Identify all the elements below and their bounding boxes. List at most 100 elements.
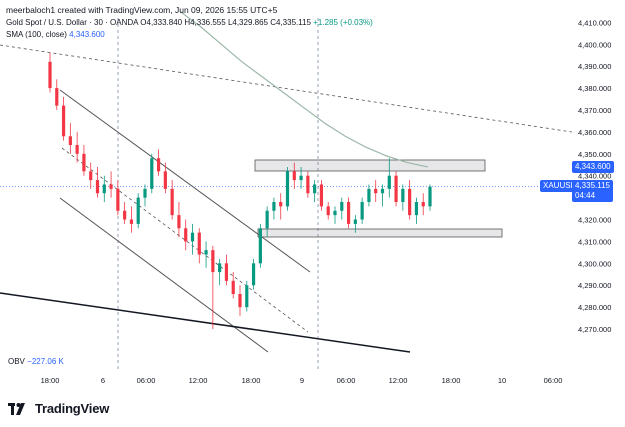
y-tick-label: 4,400.000 (578, 40, 611, 49)
candle-body[interactable] (109, 184, 113, 189)
tradingview-logo-icon (8, 402, 25, 415)
candle-body[interactable] (421, 202, 425, 207)
high-value: H4,336.555 (184, 18, 226, 27)
candle-body[interactable] (265, 210, 269, 229)
x-tick-label: 06:00 (544, 376, 563, 385)
resistance-zone[interactable] (254, 159, 486, 172)
candle-body[interactable] (394, 175, 398, 202)
time-axis: 18:00 6 06:00 12:00 18:00 9 06:00 12:00 18:00 10 0… (41, 376, 563, 385)
candle-body[interactable] (238, 294, 242, 308)
x-tick-label: 12:00 (189, 376, 208, 385)
candle-body[interactable] (414, 202, 419, 216)
upper-dashed-trendline[interactable] (0, 44, 573, 133)
candle-body[interactable] (218, 263, 222, 273)
y-tick-label: 4,390.000 (578, 62, 611, 71)
symbol-name[interactable]: Gold Spot / U.S. Dollar · 30 · OANDA (6, 18, 139, 27)
candle-body[interactable] (374, 188, 378, 194)
candle-body[interactable] (190, 232, 195, 242)
support-trendline[interactable] (0, 292, 411, 353)
channel-upper-line[interactable] (59, 89, 311, 273)
candle-body[interactable] (258, 228, 262, 264)
candle-body[interactable] (129, 219, 134, 224)
x-tick-label: 06:00 (137, 376, 156, 385)
candle-body[interactable] (55, 88, 59, 106)
candle-body[interactable] (313, 184, 317, 194)
candle-body[interactable] (340, 202, 344, 211)
candle-body[interactable] (367, 188, 371, 202)
bar-countdown: 04:44 (575, 191, 596, 200)
candle-body[interactable] (279, 202, 283, 207)
symbol-legend[interactable]: Gold Spot / U.S. Dollar · 30 · OANDA O4,… (6, 18, 373, 27)
candle-body[interactable] (61, 105, 66, 137)
candle-body[interactable] (197, 232, 201, 255)
y-tick-label: 4,300.000 (578, 259, 611, 268)
candle-body[interactable] (231, 280, 235, 294)
candle-body[interactable] (360, 202, 364, 220)
candle-body[interactable] (102, 184, 106, 194)
candle-body[interactable] (143, 188, 147, 198)
y-tick-label: 4,310.000 (578, 237, 611, 246)
channel-lower-line[interactable] (59, 197, 269, 353)
tradingview-brand[interactable]: TradingView (8, 401, 109, 416)
candle-body[interactable] (272, 202, 276, 211)
candle-body[interactable] (82, 153, 86, 172)
sma-legend[interactable]: SMA (100, close) 4,343.600 (6, 30, 105, 39)
sma-label[interactable]: SMA (100, close) (6, 30, 67, 39)
x-tick-label: 6 (101, 376, 105, 385)
sma-line (179, 10, 429, 168)
x-tick-label: 9 (300, 376, 304, 385)
candle-body[interactable] (306, 175, 310, 194)
y-tick-label: 4,370.000 (578, 106, 611, 115)
last-price-tag: 4,335.115 04:44 (572, 180, 613, 202)
candle-body[interactable] (116, 188, 120, 211)
y-tick-label: 4,360.000 (578, 128, 611, 137)
y-tick-label: 4,340.000 (578, 172, 611, 181)
candle-body[interactable] (150, 158, 154, 189)
candle-body[interactable] (387, 175, 391, 189)
candle-body[interactable] (292, 171, 296, 181)
y-tick-label: 4,380.000 (578, 84, 611, 93)
obv-label[interactable]: OBV (8, 357, 25, 366)
obv-value: −227.06 K (27, 357, 64, 366)
candle-body[interactable] (177, 215, 181, 229)
candle-body[interactable] (245, 285, 249, 308)
candle-body[interactable] (251, 263, 256, 286)
candle-body[interactable] (401, 188, 405, 202)
y-tick-label: 4,280.000 (578, 303, 611, 312)
candle-body[interactable] (136, 197, 140, 224)
candle-body[interactable] (163, 171, 167, 189)
y-tick-label: 4,270.000 (578, 325, 611, 334)
support-zone[interactable] (257, 228, 503, 238)
candle-body[interactable] (184, 228, 188, 242)
sma-value: 4,343.600 (69, 30, 105, 39)
candle-body[interactable] (123, 210, 127, 220)
candle-body[interactable] (333, 210, 337, 216)
candle-body[interactable] (95, 180, 100, 194)
brand-name: TradingView (35, 401, 110, 416)
candle-body[interactable] (428, 186, 432, 207)
candle-body[interactable] (285, 171, 290, 207)
candle-body[interactable] (408, 188, 412, 216)
obv-legend[interactable]: OBV −227.06 K (8, 357, 64, 366)
candle-body[interactable] (380, 188, 385, 194)
last-price-value: 4,335.115 (575, 181, 610, 190)
candle-body[interactable] (211, 250, 215, 273)
candle-body[interactable] (353, 219, 357, 224)
candle-body[interactable] (75, 145, 79, 154)
candle-body[interactable] (89, 171, 93, 181)
candle-body[interactable] (48, 61, 52, 89)
creator-caption: meerbaloch1 created with TradingView.com… (6, 5, 278, 15)
candle-body[interactable] (156, 158, 161, 172)
candle-body[interactable] (319, 184, 324, 207)
candle-body[interactable] (326, 206, 330, 216)
candle-body[interactable] (299, 175, 303, 181)
candle-body[interactable] (346, 202, 351, 224)
x-tick-label: 18:00 (242, 376, 261, 385)
candle-body[interactable] (204, 250, 208, 255)
candle-body[interactable] (224, 263, 229, 281)
candle-body[interactable] (68, 136, 72, 146)
x-tick-label: 06:00 (337, 376, 356, 385)
sma-path[interactable] (179, 10, 429, 168)
candle-body[interactable] (170, 188, 174, 216)
